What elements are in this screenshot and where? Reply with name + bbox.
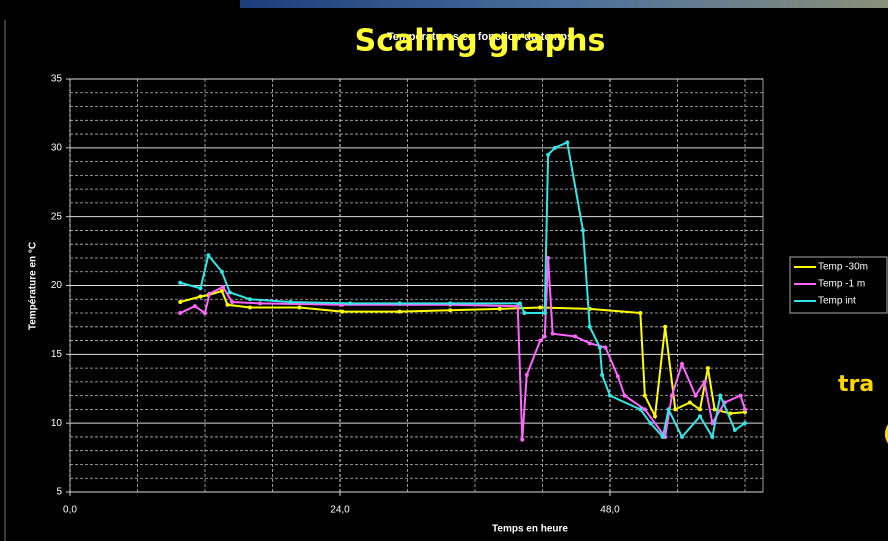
data-point	[710, 435, 714, 439]
data-point	[340, 310, 344, 314]
data-point	[248, 297, 252, 301]
data-point	[667, 407, 671, 411]
page: {"slide_title": "Scaling graphs", "side_…	[0, 0, 888, 541]
data-point	[220, 270, 224, 274]
data-point	[718, 394, 722, 398]
side-text: tra	[838, 372, 874, 397]
data-point	[573, 334, 577, 338]
data-point	[743, 421, 747, 425]
data-point	[703, 380, 707, 384]
data-point	[178, 300, 182, 304]
data-point	[653, 414, 657, 418]
data-point	[733, 428, 737, 432]
legend-label: Temp -30m	[818, 262, 868, 273]
data-point	[448, 301, 452, 305]
data-point	[616, 374, 620, 378]
data-point	[520, 438, 524, 442]
data-point	[643, 407, 647, 411]
data-point	[680, 435, 684, 439]
x-tick-label: 24,0	[330, 505, 350, 516]
data-point	[663, 325, 667, 329]
data-point	[643, 394, 647, 398]
data-point	[398, 310, 402, 314]
data-point	[661, 435, 665, 439]
data-point	[680, 362, 684, 366]
data-point	[498, 307, 502, 311]
photo-strip	[240, 0, 888, 8]
data-point	[581, 228, 585, 232]
data-point	[203, 311, 207, 315]
data-point	[638, 311, 642, 315]
data-point	[178, 281, 182, 285]
data-point	[518, 301, 522, 305]
data-point	[551, 332, 555, 336]
y-tick-label: 15	[51, 349, 63, 360]
side-text: (	[883, 422, 888, 447]
data-point	[448, 308, 452, 312]
data-point	[525, 373, 529, 377]
data-point	[206, 253, 210, 257]
x-tick-label: 0,0	[63, 505, 77, 516]
data-point	[739, 394, 743, 398]
data-point	[543, 334, 547, 338]
data-point	[221, 285, 225, 289]
data-point	[588, 341, 592, 345]
slide: Températures en fonction du temps Scalin…	[0, 0, 888, 541]
data-point	[230, 300, 234, 304]
data-point	[193, 304, 197, 308]
y-tick-label: 25	[51, 211, 63, 222]
data-point	[220, 289, 224, 293]
data-point	[743, 407, 747, 411]
data-point	[713, 407, 717, 411]
data-point	[398, 301, 402, 305]
data-point	[565, 140, 569, 144]
data-point	[649, 421, 653, 425]
data-point	[604, 345, 608, 349]
data-point	[248, 306, 252, 310]
data-point	[670, 394, 674, 398]
data-point	[694, 394, 698, 398]
data-point	[673, 407, 677, 411]
y-tick-label: 30	[51, 142, 63, 153]
data-point	[199, 286, 203, 290]
data-point	[623, 394, 627, 398]
data-point	[688, 401, 692, 405]
data-point	[546, 153, 550, 157]
data-point	[258, 301, 262, 305]
data-point	[588, 325, 592, 329]
data-point	[638, 407, 642, 411]
data-point	[208, 292, 212, 296]
data-point	[523, 311, 527, 315]
data-point	[598, 345, 602, 349]
x-tick-label: 48,0	[600, 505, 620, 516]
data-point	[698, 407, 702, 411]
legend-label: Temp int	[818, 296, 856, 307]
data-point	[298, 306, 302, 310]
data-point	[348, 301, 352, 305]
data-point	[199, 295, 203, 299]
data-point	[178, 311, 182, 315]
data-point	[226, 303, 230, 307]
y-axis-label: Température en °C	[28, 242, 39, 330]
data-point	[289, 300, 293, 304]
data-point	[600, 373, 604, 377]
data-point	[538, 306, 542, 310]
y-tick-label: 20	[51, 280, 63, 291]
data-point	[608, 394, 612, 398]
data-point	[698, 414, 702, 418]
x-axis-label: Temps en heure	[492, 524, 568, 535]
data-point	[228, 290, 232, 294]
slide-title: Scaling graphs	[355, 24, 606, 59]
legend-label: Temp -1 m	[818, 279, 865, 290]
data-point	[538, 339, 542, 343]
data-point	[553, 146, 557, 150]
y-tick-label: 5	[56, 487, 62, 498]
y-tick-label: 35	[51, 74, 63, 85]
data-point	[706, 366, 710, 370]
data-point	[543, 311, 547, 315]
y-tick-label: 10	[51, 418, 63, 429]
